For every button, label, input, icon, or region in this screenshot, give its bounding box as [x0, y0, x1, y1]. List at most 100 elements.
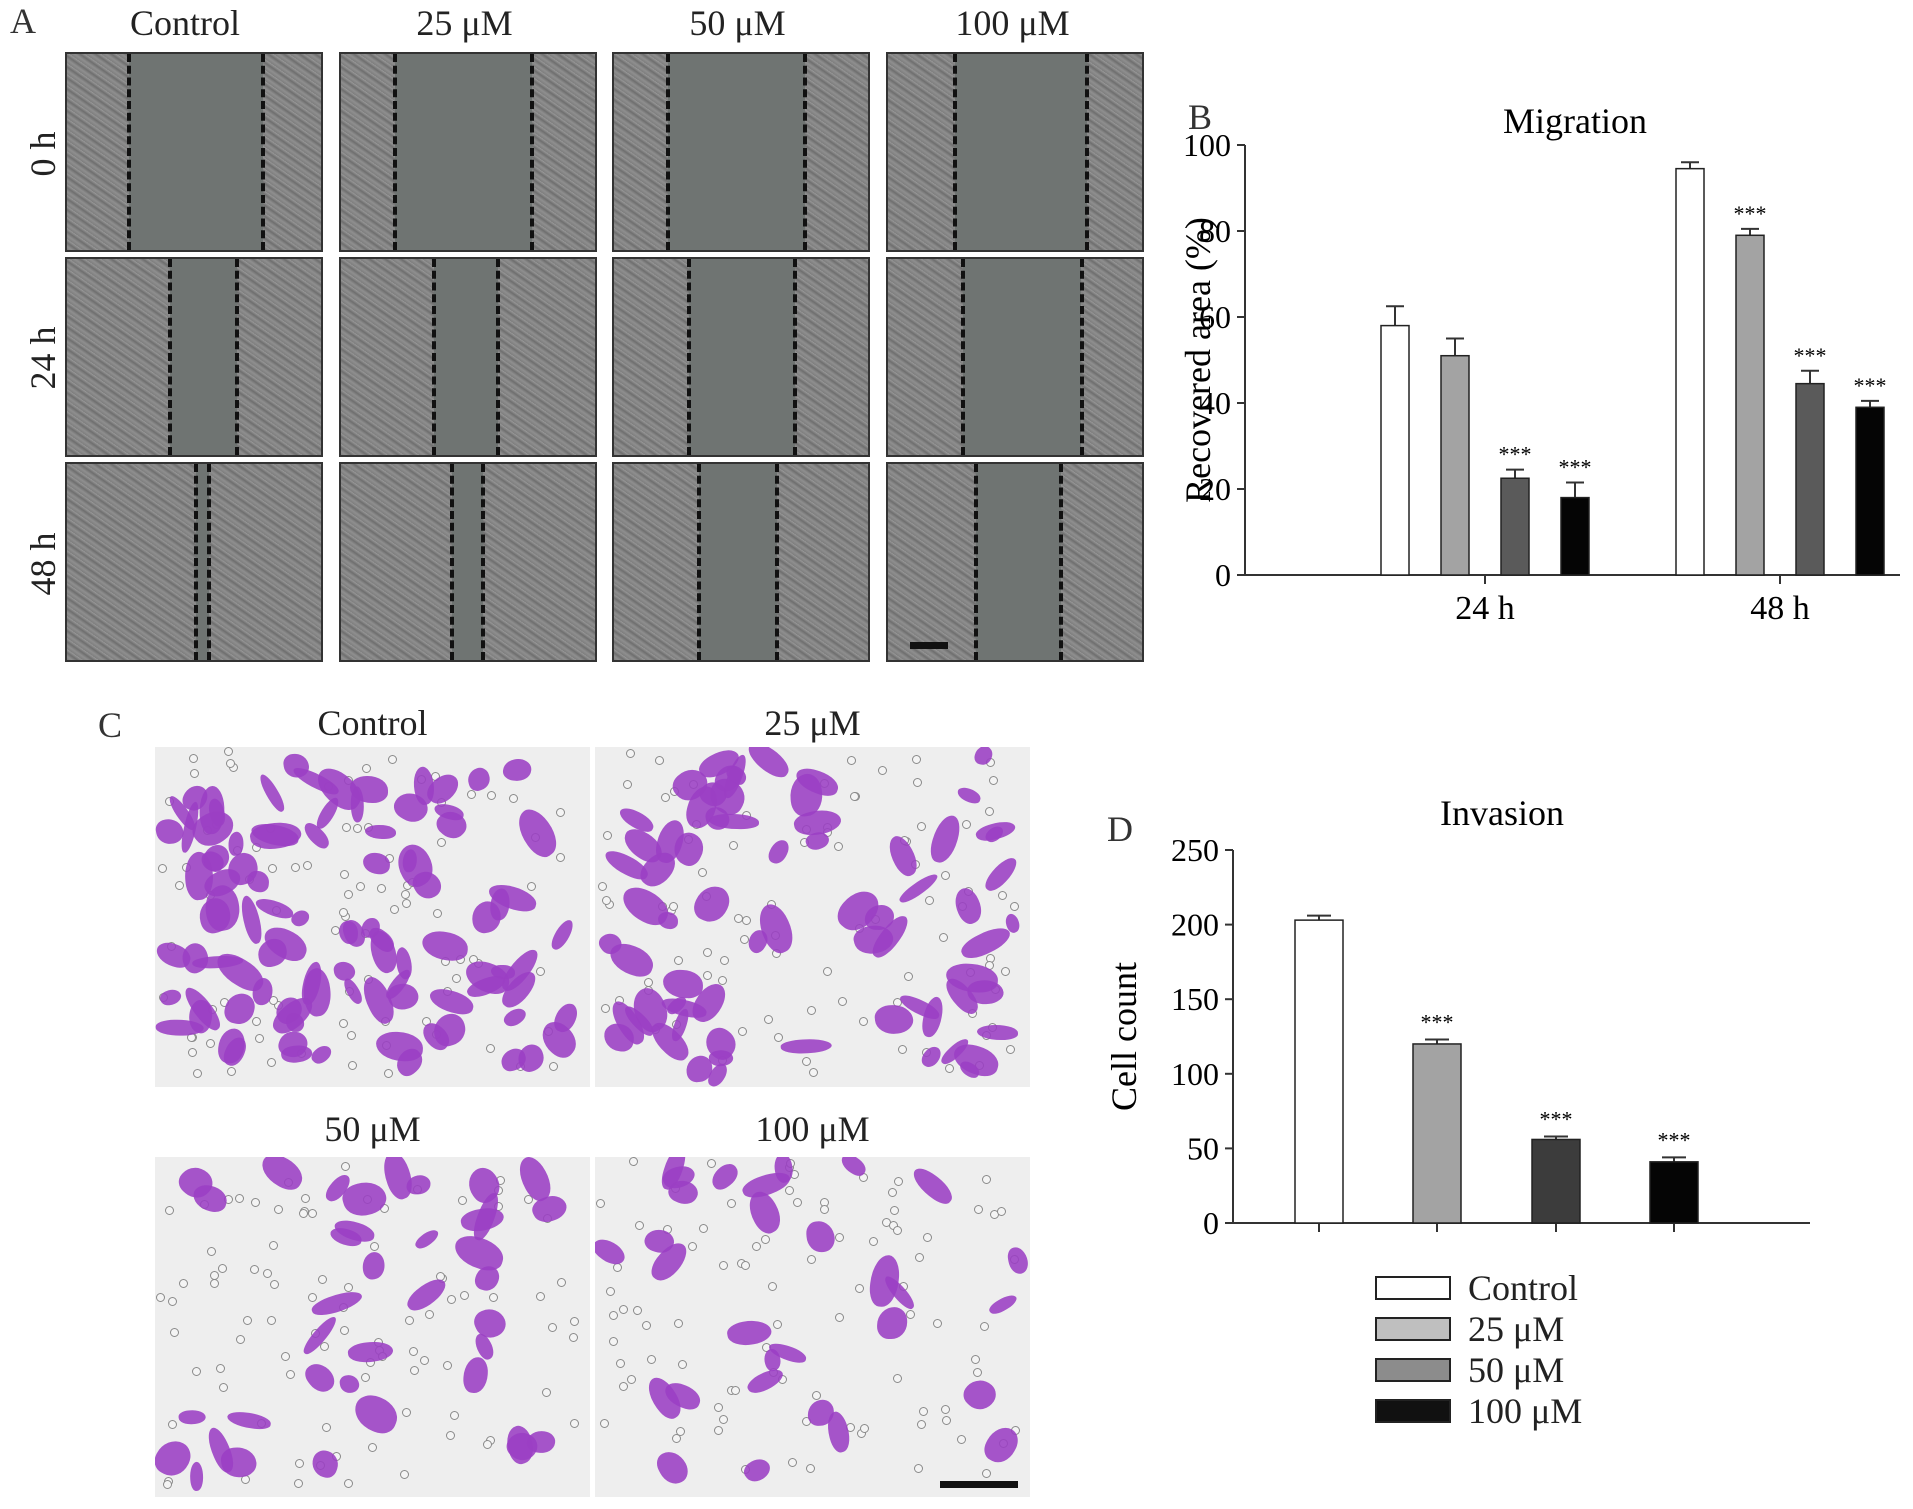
membrane-pore [808, 1068, 818, 1078]
membrane-pore [737, 1027, 747, 1037]
stained-cell [350, 776, 389, 803]
membrane-pore [739, 935, 749, 945]
migration-chart-title: Migration [1503, 101, 1647, 141]
legend-item: 25 μM [1375, 1309, 1675, 1349]
scratch-boundary-line [792, 259, 797, 455]
membrane-pore [267, 1057, 277, 1067]
membrane-pore [167, 1420, 177, 1430]
membrane-pore [226, 1067, 236, 1077]
membrane-pore [170, 1327, 180, 1337]
membrane-pore [898, 1044, 908, 1054]
membrane-pore [837, 997, 847, 1007]
wound-image [612, 52, 870, 252]
membrane-pore [793, 1198, 803, 1208]
stained-cell [502, 757, 533, 783]
wound-image [65, 52, 323, 252]
membrane-pore [298, 1208, 308, 1218]
membrane-pore [175, 880, 184, 890]
membrane-pore [270, 1279, 280, 1289]
membrane-pore [527, 882, 537, 892]
membrane-pore [889, 1206, 899, 1216]
stained-cell [464, 765, 493, 793]
membrane-pore [451, 973, 461, 983]
scratch-gap [395, 54, 532, 250]
stained-cell [178, 1408, 206, 1426]
stained-cell [927, 811, 964, 866]
membrane-pore [346, 1030, 356, 1040]
membrane-pore [548, 1323, 557, 1333]
membrane-pore [925, 896, 935, 906]
scratch-boundary-line [126, 54, 131, 250]
membrane-pore [596, 1199, 606, 1209]
membrane-pore [979, 1321, 989, 1331]
membrane-pore [981, 1468, 991, 1478]
bar [1412, 1043, 1462, 1224]
stained-cell [743, 747, 795, 783]
scratch-boundary-line [1084, 54, 1089, 250]
membrane-pore [165, 1206, 175, 1216]
membrane-pore [320, 1342, 330, 1352]
bar [1294, 919, 1344, 1224]
membrane-pore [487, 791, 497, 801]
membrane-pore [787, 1458, 797, 1468]
membrane-pore [322, 1423, 332, 1433]
membrane-pore [569, 1418, 579, 1428]
membrane-pore [267, 863, 277, 873]
invasion-y-axis-label: Cell count [1104, 962, 1144, 1111]
scratch-boundary-line [480, 464, 485, 660]
wound-image [612, 462, 870, 662]
membrane-pore [807, 1006, 817, 1016]
membrane-pore [923, 1232, 933, 1242]
membrane-pore [467, 789, 477, 799]
scratch-gap [128, 54, 264, 250]
membrane-pore [489, 1293, 499, 1303]
scratch-gap [170, 259, 238, 455]
membrane-pore [405, 1316, 415, 1325]
membrane-pore [250, 1197, 260, 1207]
stained-cell [689, 880, 734, 927]
membrane-pore [569, 1333, 579, 1343]
panel-c-label-100um: 100 μM [755, 1109, 870, 1149]
panel-d-letter: D [1107, 809, 1133, 849]
y-tick-label: 0 [1215, 557, 1231, 593]
panel-c-letter: C [98, 705, 123, 745]
stained-cell [490, 887, 511, 921]
membrane-pore [764, 1014, 774, 1024]
membrane-pore [703, 971, 713, 981]
stained-cell [653, 1446, 693, 1489]
scratch-gap [699, 464, 777, 660]
stained-cell [740, 1453, 774, 1487]
significance-mark: *** [1794, 343, 1827, 368]
membrane-pore [702, 948, 712, 958]
membrane-pore [599, 1418, 609, 1428]
membrane-pore [939, 932, 949, 942]
stained-cell [346, 1338, 395, 1365]
membrane-pore [878, 766, 888, 776]
membrane-pore [163, 1480, 173, 1490]
scratch-boundary-line [496, 259, 501, 455]
membrane-pore [509, 794, 519, 804]
membrane-pore [811, 1391, 821, 1401]
wound-image [339, 257, 597, 457]
membrane-pore [972, 1367, 982, 1377]
membrane-pore [339, 869, 349, 879]
significance-mark: *** [1540, 1106, 1573, 1131]
membrane-pore [308, 1209, 318, 1219]
scratch-boundary-line [1058, 464, 1063, 660]
membrane-pore [281, 1351, 291, 1361]
stained-cell [450, 1231, 508, 1275]
membrane-pore [302, 860, 312, 870]
membrane-pore [360, 1372, 370, 1382]
membrane-pore [619, 1382, 629, 1392]
membrane-pore [773, 1320, 783, 1330]
membrane-pore [485, 1044, 495, 1054]
membrane-pore [752, 1242, 762, 1252]
membrane-pore [483, 1440, 493, 1449]
membrane-pore [167, 1297, 177, 1307]
membrane-pore [609, 1337, 619, 1347]
legend-label: 100 μM [1468, 1391, 1583, 1431]
legend-label: Control [1468, 1268, 1579, 1308]
transwell-image-50um [155, 1157, 590, 1497]
scratch-boundary-line [168, 259, 173, 455]
stained-cell [882, 831, 923, 880]
